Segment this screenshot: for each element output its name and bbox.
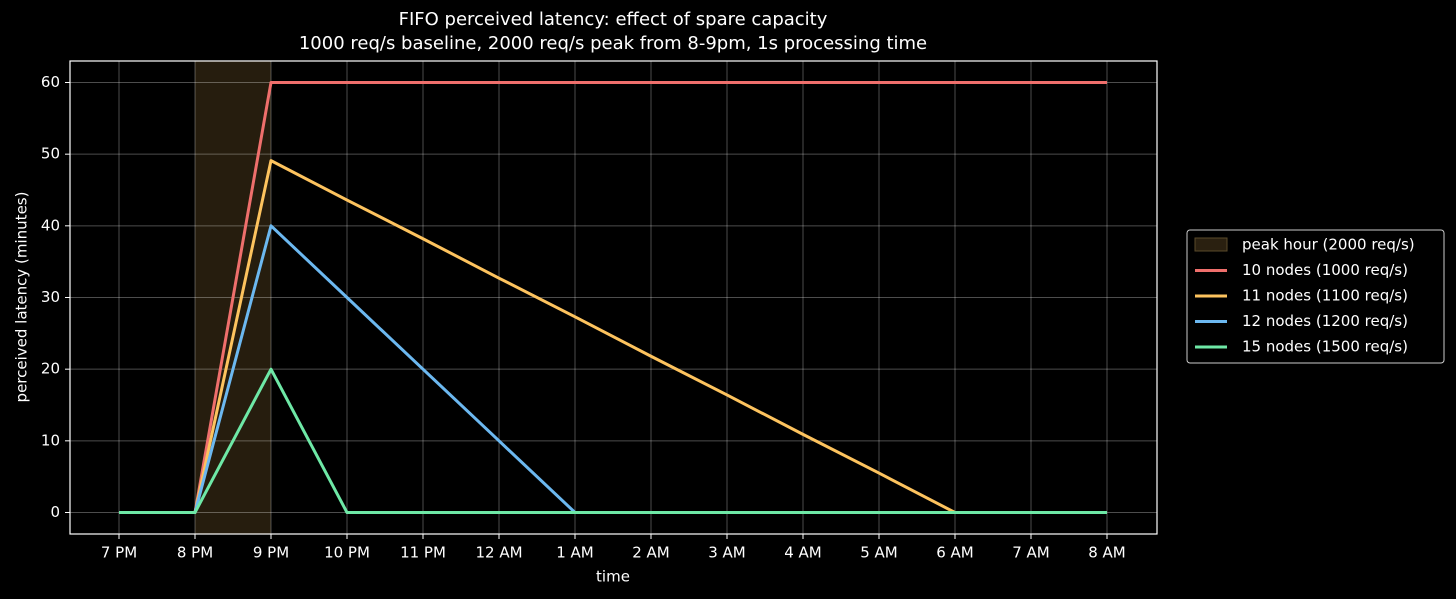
x-tick-label: 4 AM	[784, 544, 822, 562]
legend-label: peak hour (2000 req/s)	[1242, 236, 1415, 254]
x-tick-label: 7 PM	[101, 544, 137, 562]
chart-subtitle: 1000 req/s baseline, 2000 req/s peak fro…	[299, 33, 927, 54]
series-line	[119, 159, 1107, 514]
legend-box	[1186, 229, 1445, 364]
x-tick-label: 2 AM	[632, 544, 670, 562]
x-tick-label: 6 AM	[936, 544, 974, 562]
y-tick-label: 10	[41, 431, 60, 449]
x-tick-label: 8 AM	[1088, 544, 1126, 562]
x-tick-label: 8 PM	[177, 544, 213, 562]
x-tick-label: 9 PM	[253, 544, 289, 562]
legend-label: 15 nodes (1500 req/s)	[1242, 338, 1408, 356]
x-axis-label: time	[596, 568, 630, 586]
legend-label: 10 nodes (1000 req/s)	[1242, 261, 1408, 279]
x-tick-label: 3 AM	[708, 544, 746, 562]
y-tick-label: 60	[41, 73, 60, 91]
x-tick-label: 7 AM	[1012, 544, 1050, 562]
x-tick-label: 1 AM	[556, 544, 594, 562]
legend-label: 12 nodes (1200 req/s)	[1242, 312, 1408, 330]
x-tick-label: 5 AM	[860, 544, 898, 562]
chart-title: FIFO perceived latency: effect of spare …	[399, 9, 828, 30]
y-tick-label: 40	[41, 216, 60, 234]
y-tick-label: 50	[41, 145, 60, 163]
x-tick-label: 12 AM	[475, 544, 522, 562]
y-tick-label: 30	[41, 288, 60, 306]
y-tick-label: 0	[50, 503, 60, 521]
x-tick-label: 11 PM	[400, 544, 446, 562]
y-tick-label: 20	[41, 360, 60, 378]
plot-frame	[69, 60, 1158, 535]
y-axis-label: perceived latency (minutes)	[13, 192, 31, 403]
series-line	[119, 367, 1107, 514]
x-tick-label: 10 PM	[324, 544, 370, 562]
legend-label: 11 nodes (1100 req/s)	[1242, 287, 1408, 305]
legend-swatch	[1194, 237, 1228, 252]
series-line	[119, 81, 1107, 514]
